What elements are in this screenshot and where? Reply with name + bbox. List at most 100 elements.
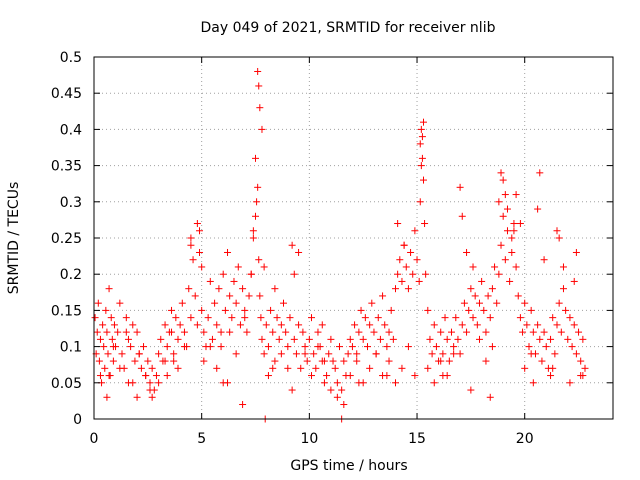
data-point	[549, 314, 557, 322]
data-point	[163, 372, 171, 380]
y-axis-ticks: 0 0.05 0.1 0.15 0.2 0.25 0.3 0.35 0.4 0.45 0.5	[51, 50, 613, 428]
data-point	[277, 321, 285, 329]
data-point	[398, 277, 406, 285]
data-point	[510, 220, 518, 228]
data-point	[510, 227, 518, 235]
data-point	[299, 328, 307, 336]
data-point	[252, 154, 260, 162]
data-point	[495, 270, 503, 278]
data-point	[122, 328, 130, 336]
data-point	[559, 263, 567, 271]
data-point	[430, 379, 438, 387]
data-point	[482, 328, 490, 336]
data-point	[348, 343, 356, 351]
data-point	[290, 335, 298, 343]
data-point	[124, 379, 132, 387]
data-point	[163, 343, 171, 351]
data-point	[480, 306, 488, 314]
data-point	[239, 401, 247, 409]
data-point	[275, 335, 283, 343]
data-point	[346, 372, 354, 380]
data-point	[559, 285, 567, 293]
data-point	[91, 314, 99, 322]
data-point	[295, 321, 303, 329]
data-point	[122, 314, 130, 322]
data-point	[264, 372, 272, 380]
data-point	[467, 285, 475, 293]
y-tick-label: 0.15	[51, 303, 82, 319]
data-point	[230, 277, 238, 285]
data-point	[398, 364, 406, 372]
data-point	[465, 306, 473, 314]
data-point	[114, 328, 122, 336]
data-point	[196, 227, 204, 235]
data-point	[239, 285, 247, 293]
data-point	[303, 357, 311, 365]
data-point	[105, 285, 113, 293]
data-point	[161, 321, 169, 329]
data-point	[426, 335, 434, 343]
data-point	[312, 364, 320, 372]
data-point	[333, 379, 341, 387]
data-point	[257, 314, 265, 322]
data-point	[301, 350, 309, 358]
data-point	[116, 299, 124, 307]
data-point	[314, 343, 322, 351]
data-point	[234, 263, 242, 271]
data-point	[516, 220, 524, 228]
data-point	[217, 343, 225, 351]
data-point	[463, 248, 471, 256]
data-point	[269, 364, 277, 372]
data-point	[273, 314, 281, 322]
data-point	[320, 379, 328, 387]
data-point	[417, 125, 425, 133]
y-tick-label: 0.2	[60, 267, 82, 283]
data-point	[107, 314, 115, 322]
data-point	[198, 306, 206, 314]
data-point	[96, 372, 104, 380]
data-point	[508, 234, 516, 242]
data-point	[221, 306, 229, 314]
y-tick-label: 0.25	[51, 231, 82, 247]
data-point	[305, 335, 313, 343]
data-point	[157, 335, 165, 343]
data-point	[417, 162, 425, 170]
data-point	[562, 306, 570, 314]
data-point	[428, 350, 436, 358]
data-point	[325, 350, 333, 358]
data-point	[409, 270, 417, 278]
data-point	[430, 321, 438, 329]
data-point	[512, 191, 520, 199]
data-point	[499, 212, 507, 220]
x-axis-ticks: 0 5 10 15 20	[90, 57, 534, 447]
data-point	[193, 220, 201, 228]
data-point	[226, 292, 234, 300]
data-point	[484, 292, 492, 300]
data-point	[224, 379, 232, 387]
data-point	[422, 270, 430, 278]
data-point	[566, 379, 574, 387]
data-points	[91, 67, 589, 423]
data-point	[374, 314, 382, 322]
data-point	[331, 364, 339, 372]
data-point	[570, 277, 578, 285]
data-point	[416, 140, 424, 148]
data-point	[116, 364, 124, 372]
data-point	[564, 335, 572, 343]
data-point	[249, 234, 257, 242]
data-point	[253, 198, 261, 206]
data-point	[503, 227, 511, 235]
data-point	[96, 335, 104, 343]
data-point	[155, 350, 163, 358]
data-point	[486, 393, 494, 401]
data-point	[103, 328, 111, 336]
data-point	[323, 372, 331, 380]
data-point	[260, 263, 268, 271]
data-point	[547, 372, 555, 380]
data-point	[144, 357, 152, 365]
data-point	[366, 364, 374, 372]
data-point	[372, 350, 380, 358]
data-point	[357, 306, 365, 314]
x-tick-label: 5	[197, 431, 206, 447]
